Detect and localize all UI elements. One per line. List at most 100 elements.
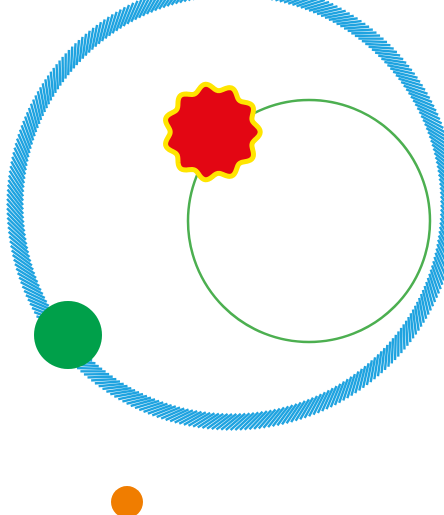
ring-hatch — [283, 0, 294, 4]
ring-hatch — [387, 63, 413, 72]
ring-hatch — [49, 71, 55, 97]
ring-hatch — [122, 394, 148, 403]
ring-hatch — [46, 75, 53, 101]
ring-hatch — [332, 17, 358, 24]
ring-hatch — [423, 285, 432, 311]
ring-hatch — [276, 404, 294, 427]
ring-hatch — [336, 19, 362, 26]
ring-hatch — [420, 114, 444, 129]
ring-hatch — [110, 389, 136, 396]
ring-hatch — [390, 338, 395, 364]
ring-hatch — [392, 70, 418, 79]
ring-hatch — [404, 320, 409, 346]
ring-hatch — [137, 0, 150, 19]
ring-hatch — [433, 256, 444, 281]
ring-hatch — [419, 293, 428, 319]
ring-hatch — [430, 265, 442, 290]
ring-hatch — [340, 22, 366, 28]
ring-hatch — [145, 0, 157, 15]
ring-hatch — [416, 301, 423, 327]
ring-hatch — [365, 360, 374, 386]
ring-hatch — [321, 387, 334, 412]
ring-hatch — [395, 74, 421, 83]
ring-hatch — [347, 28, 373, 33]
ring-hatch — [421, 289, 430, 315]
ring-hatch — [106, 386, 132, 393]
ring-hatch — [438, 230, 444, 242]
ring-hatch — [409, 313, 415, 339]
ring-hatch — [346, 373, 356, 399]
ring-hatch — [6, 193, 25, 215]
ring-hatch — [165, 408, 190, 422]
ring-hatch — [7, 174, 25, 197]
ring-hatch — [17, 133, 30, 158]
ring-hatch — [12, 151, 27, 176]
ring-hatch — [78, 36, 84, 63]
ring-hatch — [290, 400, 306, 423]
ring-hatch — [211, 413, 233, 431]
ring-hatch — [432, 260, 444, 286]
ring-hatch — [36, 91, 45, 117]
ring-hatch — [90, 24, 99, 50]
target-star[interactable] — [163, 81, 263, 183]
ring-hatch — [439, 195, 444, 203]
ring-hatch — [424, 122, 444, 137]
ring-hatch — [325, 385, 338, 410]
ring-hatch — [13, 147, 27, 171]
ring-hatch — [23, 116, 35, 141]
ring-hatch — [425, 281, 435, 307]
ring-hatch — [13, 258, 36, 275]
ring-hatch — [220, 412, 242, 431]
ring-hatch — [111, 9, 122, 34]
ring-hatch — [98, 382, 124, 388]
ring-hatch — [225, 412, 246, 431]
ring-hatch — [108, 11, 118, 37]
ring-hatch — [437, 169, 444, 178]
ring-hatch — [11, 156, 26, 180]
ring-hatch — [87, 27, 95, 53]
ring-hatch — [87, 375, 113, 379]
ring-hatch — [14, 263, 37, 279]
inner-orbit-ring — [186, 98, 432, 344]
ring-hatch — [411, 309, 418, 335]
ring-hatch — [316, 7, 342, 16]
ring-hatch — [52, 67, 57, 94]
player-ball[interactable] — [34, 301, 102, 369]
ring-hatch — [281, 403, 298, 426]
ring-hatch — [405, 88, 431, 99]
ring-hatch — [10, 160, 26, 184]
ring-hatch — [118, 392, 144, 401]
ring-hatch — [299, 397, 315, 421]
ring-hatch — [201, 412, 224, 430]
ring-hatch — [435, 247, 444, 268]
ring-hatch — [333, 381, 346, 406]
ring-hatch — [76, 366, 103, 370]
ring-hatch — [428, 273, 439, 299]
ring-hatch — [267, 406, 285, 428]
ring-hatch — [162, 0, 170, 9]
ring-hatch — [10, 249, 33, 267]
ring-hatch — [300, 0, 326, 9]
ring-hatch — [229, 412, 251, 431]
ring-hatch — [376, 351, 383, 377]
ring-hatch — [398, 77, 424, 87]
ring-hatch — [365, 42, 391, 47]
ring-hatch — [6, 198, 25, 219]
ring-hatch — [418, 297, 425, 323]
ring-hatch — [7, 226, 28, 246]
ring-hatch — [303, 395, 319, 419]
ring-hatch — [15, 138, 29, 163]
ring-hatch — [6, 221, 27, 241]
ring-hatch — [342, 376, 353, 401]
ring-hatch — [14, 142, 28, 167]
ring-hatch — [8, 170, 25, 193]
ring-hatch — [6, 216, 27, 237]
ring-hatch — [6, 212, 26, 233]
ring-hatch — [134, 399, 160, 410]
next-ball[interactable] — [111, 486, 143, 515]
ring-hatch — [294, 398, 310, 422]
ring-hatch — [166, 0, 174, 7]
ring-hatch — [81, 33, 88, 59]
ring-hatch — [437, 173, 444, 182]
